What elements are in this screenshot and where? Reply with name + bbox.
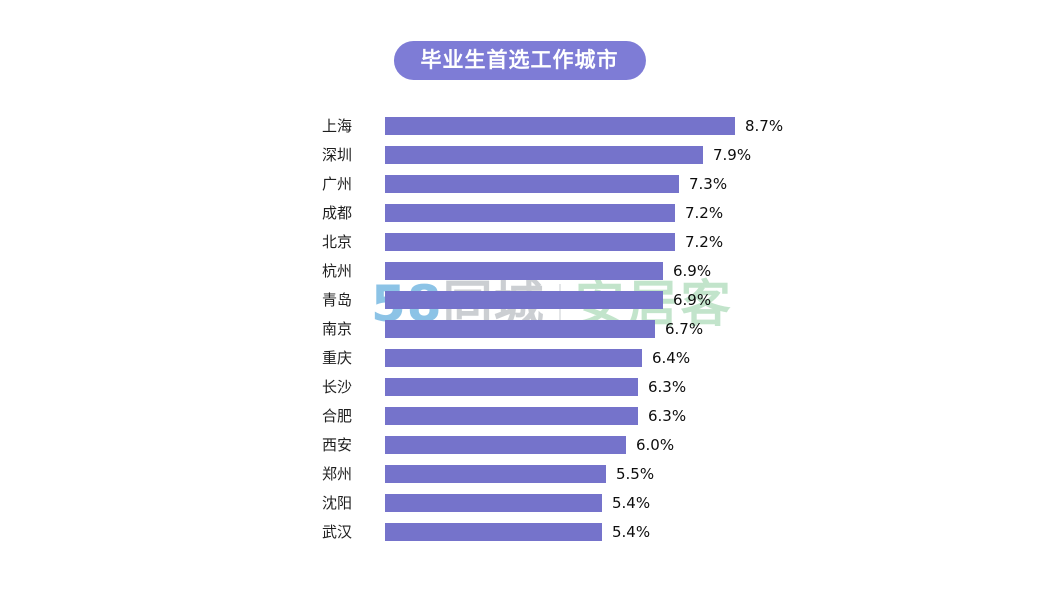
bar-area: 6.9% xyxy=(385,290,712,309)
category-label: 沈阳 xyxy=(321,494,352,512)
chart-row: 郑州 5.5% xyxy=(318,459,783,488)
chart-row: 长沙 6.3% xyxy=(318,372,783,401)
category-label: 合肥 xyxy=(321,407,352,425)
bar xyxy=(385,464,606,483)
value-label: 7.9% xyxy=(713,145,752,164)
category-label: 深圳 xyxy=(321,146,352,164)
bar xyxy=(385,319,655,338)
category-label: 广州 xyxy=(321,175,352,193)
chart-row: 上海 8.7% xyxy=(318,111,783,140)
chart-title-pill: 毕业生首选工作城市 xyxy=(393,41,646,80)
bar-area: 7.2% xyxy=(385,203,724,222)
bar-area: 7.3% xyxy=(385,174,728,193)
bar xyxy=(385,406,638,425)
value-label: 6.4% xyxy=(652,348,691,367)
bar-area: 8.7% xyxy=(385,116,784,135)
chart-row: 重庆 6.4% xyxy=(318,343,783,372)
value-label: 7.2% xyxy=(685,203,724,222)
bar xyxy=(385,116,735,135)
category-label: 成都 xyxy=(321,204,352,222)
bar-area: 7.2% xyxy=(385,232,724,251)
bar-chart: 上海 8.7% 深圳 7.9% 广州 7.3% 成都 xyxy=(318,111,783,546)
bar xyxy=(385,261,663,280)
value-label: 6.9% xyxy=(673,290,712,309)
value-label: 6.3% xyxy=(648,377,687,396)
chart-title: 毕业生首选工作城市 xyxy=(420,48,619,72)
category-label: 武汉 xyxy=(321,523,352,541)
chart-row: 杭州 6.9% xyxy=(318,256,783,285)
chart-row: 广州 7.3% xyxy=(318,169,783,198)
value-label: 5.4% xyxy=(612,493,651,512)
bar xyxy=(385,522,602,541)
category-label: 西安 xyxy=(321,436,352,454)
bar xyxy=(385,174,679,193)
category-label: 杭州 xyxy=(321,262,352,280)
value-label: 6.0% xyxy=(636,435,675,454)
bar-area: 5.5% xyxy=(385,464,655,483)
value-label: 8.7% xyxy=(745,116,784,135)
chart-row: 深圳 7.9% xyxy=(318,140,783,169)
value-label: 6.3% xyxy=(648,406,687,425)
bar xyxy=(385,435,626,454)
chart-row: 成都 7.2% xyxy=(318,198,783,227)
chart-row: 北京 7.2% xyxy=(318,227,783,256)
chart-row: 南京 6.7% xyxy=(318,314,783,343)
value-label: 5.5% xyxy=(616,464,655,483)
value-label: 6.9% xyxy=(673,261,712,280)
category-label: 长沙 xyxy=(321,378,352,396)
bar-area: 6.9% xyxy=(385,261,712,280)
category-label: 青岛 xyxy=(321,291,352,309)
chart-row: 合肥 6.3% xyxy=(318,401,783,430)
bar xyxy=(385,290,663,309)
chart-row: 沈阳 5.4% xyxy=(318,488,783,517)
chart-row: 青岛 6.9% xyxy=(318,285,783,314)
category-label: 南京 xyxy=(321,320,352,338)
category-label: 郑州 xyxy=(321,465,352,483)
bar-area: 7.9% xyxy=(385,145,752,164)
bar-area: 6.3% xyxy=(385,377,687,396)
value-label: 7.3% xyxy=(689,174,728,193)
bar-area: 6.3% xyxy=(385,406,687,425)
bar xyxy=(385,203,675,222)
bar-area: 6.4% xyxy=(385,348,691,367)
bar xyxy=(385,348,642,367)
bar xyxy=(385,232,675,251)
bar-area: 6.0% xyxy=(385,435,675,454)
bar-area: 5.4% xyxy=(385,493,651,512)
bar-area: 5.4% xyxy=(385,522,651,541)
value-label: 7.2% xyxy=(685,232,724,251)
bar-area: 6.7% xyxy=(385,319,704,338)
bar xyxy=(385,145,703,164)
chart-row: 武汉 5.4% xyxy=(318,517,783,546)
category-label: 北京 xyxy=(321,233,352,251)
chart-row: 西安 6.0% xyxy=(318,430,783,459)
category-label: 重庆 xyxy=(321,349,352,367)
bar xyxy=(385,493,602,512)
bar xyxy=(385,377,638,396)
category-label: 上海 xyxy=(321,117,352,135)
value-label: 5.4% xyxy=(612,522,651,541)
value-label: 6.7% xyxy=(665,319,704,338)
